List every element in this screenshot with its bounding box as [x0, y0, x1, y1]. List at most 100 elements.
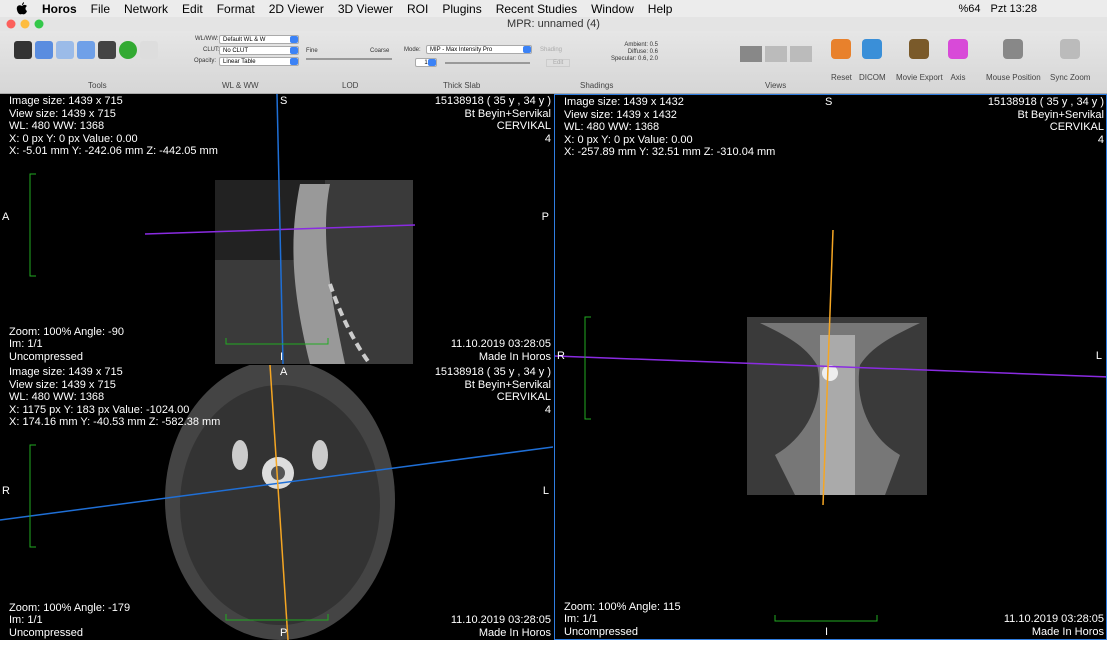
orientation-right: P	[541, 211, 549, 223]
toolbar-button[interactable]: Movie Export	[896, 39, 943, 82]
info-line: CERVIKAL	[496, 120, 551, 132]
orientation-top: S	[280, 95, 288, 107]
anatomy	[180, 385, 380, 625]
tool-roi[interactable]	[140, 41, 158, 59]
opacity-label: Opacity:	[194, 58, 217, 64]
tool-move[interactable]	[35, 41, 53, 59]
info-line: Zoom: 100% Angle: -179	[9, 601, 131, 614]
button-label: Mouse Position	[986, 73, 1041, 82]
lod-slider[interactable]	[306, 58, 392, 60]
toolbar-button[interactable]: DICOM	[859, 39, 886, 82]
menu-item[interactable]: Network	[124, 1, 169, 16]
button-label: Axis	[950, 73, 966, 82]
anatomy	[328, 283, 372, 364]
image	[29, 94, 416, 364]
viewport[interactable]: Image size: 1439 x 715 View size: 1439 x …	[0, 365, 553, 640]
info-line: 15138918 ( 35 y , 34 y )	[434, 366, 551, 378]
button-icon	[909, 39, 930, 59]
anatomy	[271, 466, 285, 480]
info-line: Bt Beyin+Servikal	[464, 107, 551, 120]
tool-wl[interactable]	[14, 41, 32, 59]
menu-items: File Network Edit Format 2D Viewer 3D Viewer R…	[77, 2, 673, 16]
tool-zoom[interactable]	[56, 41, 74, 59]
toolbar-button[interactable]: Reset	[831, 39, 852, 82]
info-line: Zoom: 100% Angle: 115	[564, 600, 681, 613]
tool-rotate[interactable]	[77, 41, 95, 59]
info-line: X: 0 px Y: 0 px Value: 0.00	[9, 132, 138, 145]
menu-item[interactable]: Plugins	[442, 1, 482, 16]
window-title: MPR: unnamed (4)	[507, 18, 600, 30]
anatomy	[29, 173, 36, 277]
view-button[interactable]	[765, 46, 787, 62]
info-line: Zoom: 100% Angle: -90	[9, 325, 124, 338]
info-line: 15138918 ( 35 y , 34 y )	[434, 95, 551, 107]
info-line: Image size: 1439 x 715	[9, 366, 123, 378]
orientation-top: S	[825, 96, 833, 108]
orientation-top: A	[280, 366, 288, 378]
viewport[interactable]: Image size: 1439 x 715 View size: 1439 x …	[0, 94, 553, 364]
anatomy	[225, 338, 329, 345]
crosshair	[0, 446, 553, 521]
viewer: Image size: 1439 x 715 View size: 1439 x …	[0, 94, 1107, 640]
window-controls[interactable]	[6, 19, 50, 29]
menu-item[interactable]: Format	[216, 1, 255, 16]
menu-item[interactable]: Edit	[182, 1, 203, 16]
view-button[interactable]	[740, 46, 762, 62]
section-label: Tools	[88, 81, 107, 90]
tool-scroll[interactable]	[98, 41, 116, 59]
clut-popup[interactable]: No CLUT	[219, 46, 299, 55]
button-label: Movie Export	[896, 73, 943, 82]
bottom-left-info: Zoom: 100% Angle: -90 Im: 1/1 Uncompressed	[9, 326, 124, 364]
toolbar-button[interactable]: Mouse Position	[986, 39, 1041, 82]
info-line: Bt Beyin+Servikal	[464, 378, 551, 391]
menu-item[interactable]: File	[90, 1, 111, 16]
anatomy	[232, 440, 248, 470]
edit-button[interactable]: Edit	[546, 59, 571, 67]
toolbar-button[interactable]: Sync Zoom	[1050, 39, 1090, 82]
apple-logo[interactable]	[16, 2, 28, 15]
shading-params: Ambient: 0.5 Diffuse: 0.6 Specular: 0.6, 2…	[580, 42, 658, 63]
slab-field[interactable]: 1	[415, 58, 437, 67]
opacity-popup[interactable]: Linear Table	[219, 57, 299, 66]
info-line: Image size: 1439 x 1432	[564, 96, 684, 108]
info-line: Bt Beyin+Servikal	[1017, 108, 1104, 121]
view-buttons	[740, 46, 812, 62]
view-button[interactable]	[790, 46, 812, 62]
info-line: 4	[544, 403, 551, 416]
menu-item[interactable]: Recent Studies	[495, 1, 578, 16]
info-line: 4	[1097, 133, 1104, 146]
info-line: Uncompressed	[9, 626, 83, 639]
wl-popup[interactable]: Default WL & W	[219, 35, 299, 44]
section-label: Thick Slab	[443, 81, 481, 90]
top-left-info: Image size: 1439 x 715 View size: 1439 x …	[9, 95, 218, 158]
image	[555, 229, 1106, 622]
info-line: Im: 1/1	[9, 614, 43, 626]
bottom-right-info: 11.10.2019 03:28:05 Made In Horos	[451, 614, 551, 639]
viewport[interactable]: Image size: 1439 x 1432 View size: 1439 x…	[554, 94, 1107, 640]
info-line: WL: 480 WW: 1368	[564, 121, 660, 133]
slab-slider[interactable]	[445, 62, 530, 64]
section-label: WL & WW	[222, 81, 259, 90]
info-line: Made In Horos	[478, 350, 551, 363]
menu-item[interactable]: Help	[647, 1, 673, 16]
button-label: DICOM	[859, 73, 886, 82]
info-line: X: 174.16 mm Y: -40.53 mm Z: -582.38 mm	[9, 416, 221, 428]
info-line: 4	[544, 132, 551, 145]
menu-item[interactable]: Window	[591, 1, 634, 16]
top-left-info: Image size: 1439 x 1432 View size: 1439 x…	[564, 96, 775, 159]
tool-3d[interactable]	[119, 41, 137, 59]
menu-item[interactable]: 3D Viewer	[337, 1, 394, 16]
mode-popup[interactable]: MIP - Max Intensity Pro	[426, 45, 532, 54]
shading-check[interactable]: Shading	[540, 47, 563, 53]
menu-app[interactable]: Horos	[42, 1, 77, 16]
info-line: Im: 1/1	[564, 613, 598, 625]
info-line: X: 0 px Y: 0 px Value: 0.00	[564, 133, 693, 146]
anatomy	[225, 614, 329, 621]
info-line: 11.10.2019 03:28:05	[1003, 613, 1104, 625]
menu-item[interactable]: ROI	[407, 1, 429, 16]
toolbar-button[interactable]: Axis	[948, 39, 968, 82]
button-icon	[862, 39, 883, 59]
lod-fine: Fine	[306, 48, 318, 54]
menu-item[interactable]: 2D Viewer	[268, 1, 324, 16]
